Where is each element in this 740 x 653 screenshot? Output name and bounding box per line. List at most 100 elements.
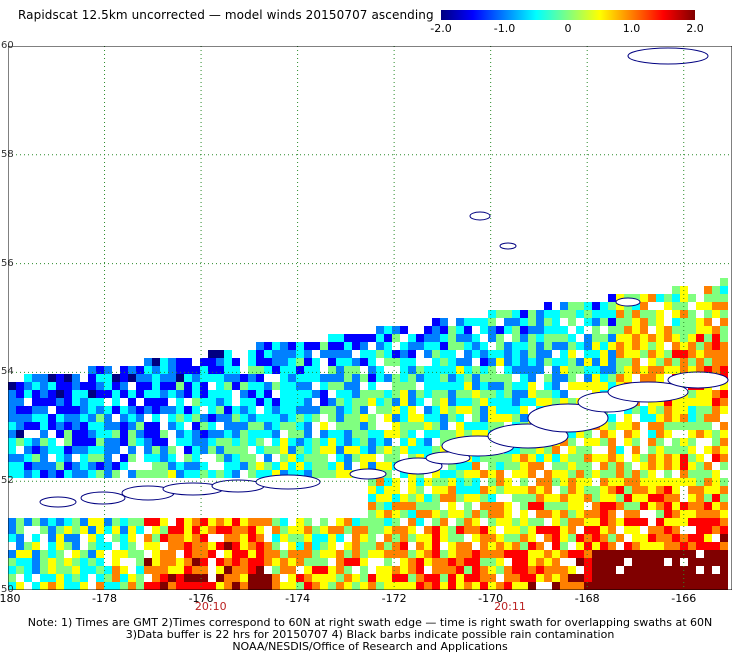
wind-cell <box>168 550 176 558</box>
wind-cell <box>432 318 440 326</box>
wind-cell <box>256 366 264 374</box>
wind-cell <box>24 558 32 566</box>
wind-cell <box>664 550 672 558</box>
wind-cell <box>144 382 152 390</box>
wind-cell <box>288 430 296 438</box>
wind-cell <box>560 310 568 318</box>
wind-cell <box>288 526 296 534</box>
wind-cell <box>480 470 488 478</box>
wind-cell <box>576 558 584 566</box>
wind-cell <box>272 430 280 438</box>
wind-cell <box>688 342 696 350</box>
wind-cell <box>208 358 216 366</box>
wind-cell <box>608 326 616 334</box>
wind-cell <box>456 566 464 574</box>
wind-cell <box>424 526 432 534</box>
wind-cell <box>648 374 656 382</box>
wind-cell <box>456 494 464 502</box>
wind-cell <box>416 414 424 422</box>
wind-cell <box>368 574 376 582</box>
wind-cell <box>296 574 304 582</box>
wind-cell <box>208 470 216 478</box>
wind-cell <box>688 366 696 374</box>
wind-cell <box>696 366 704 374</box>
wind-cell <box>192 470 200 478</box>
wind-cell <box>448 326 456 334</box>
wind-cell <box>160 518 168 526</box>
wind-cell <box>16 566 24 574</box>
wind-cell <box>424 510 432 518</box>
wind-cell <box>360 446 368 454</box>
wind-cell <box>256 430 264 438</box>
wind-cell <box>512 406 520 414</box>
wind-cell <box>224 414 232 422</box>
wind-cell <box>536 350 544 358</box>
wind-cell <box>48 518 56 526</box>
wind-cell <box>248 526 256 534</box>
wind-cell <box>528 566 536 574</box>
wind-cell <box>624 574 632 582</box>
wind-cell <box>568 454 576 462</box>
wind-cell <box>352 438 360 446</box>
wind-cell <box>392 478 400 486</box>
wind-cell <box>200 438 208 446</box>
wind-cell <box>384 406 392 414</box>
wind-cell <box>136 558 144 566</box>
wind-cell <box>360 390 368 398</box>
wind-cell <box>440 494 448 502</box>
wind-cell <box>120 526 128 534</box>
wind-cell <box>528 446 536 454</box>
wind-cell <box>24 406 32 414</box>
wind-cell <box>656 430 664 438</box>
wind-cell <box>224 462 232 470</box>
wind-cell <box>472 526 480 534</box>
wind-cell <box>440 438 448 446</box>
wind-cell <box>32 398 40 406</box>
wind-cell <box>616 574 624 582</box>
wind-cell <box>624 414 632 422</box>
wind-cell <box>720 398 728 406</box>
wind-cell <box>304 558 312 566</box>
wind-cell <box>520 582 528 590</box>
wind-cell <box>400 582 408 590</box>
wind-cell <box>304 438 312 446</box>
wind-cell <box>336 574 344 582</box>
wind-cell <box>8 382 16 390</box>
wind-cell <box>8 470 16 478</box>
wind-cell <box>152 422 160 430</box>
wind-cell <box>64 542 72 550</box>
wind-cell <box>280 414 288 422</box>
wind-cell <box>624 326 632 334</box>
wind-cell <box>696 326 704 334</box>
wind-cell <box>400 398 408 406</box>
wind-cell <box>48 526 56 534</box>
wind-cell <box>96 558 104 566</box>
wind-cell <box>384 550 392 558</box>
wind-cell <box>240 542 248 550</box>
wind-cell <box>232 534 240 542</box>
wind-cell <box>264 574 272 582</box>
wind-cell <box>96 566 104 574</box>
wind-cell <box>464 430 472 438</box>
wind-cell <box>480 326 488 334</box>
wind-cell <box>72 462 80 470</box>
wind-cell <box>520 366 528 374</box>
wind-cell <box>56 414 64 422</box>
wind-cell <box>528 550 536 558</box>
wind-cell <box>16 542 24 550</box>
wind-cell <box>608 462 616 470</box>
wind-cell <box>80 470 88 478</box>
wind-cell <box>576 574 584 582</box>
wind-cell <box>344 558 352 566</box>
wind-cell <box>568 438 576 446</box>
wind-cell <box>400 430 408 438</box>
wind-cell <box>712 398 720 406</box>
wind-cell <box>544 342 552 350</box>
wind-cell <box>328 358 336 366</box>
wind-cell <box>152 542 160 550</box>
wind-cell <box>216 558 224 566</box>
wind-cell <box>704 462 712 470</box>
wind-cell <box>720 294 728 302</box>
wind-cell <box>80 438 88 446</box>
wind-cell <box>160 430 168 438</box>
